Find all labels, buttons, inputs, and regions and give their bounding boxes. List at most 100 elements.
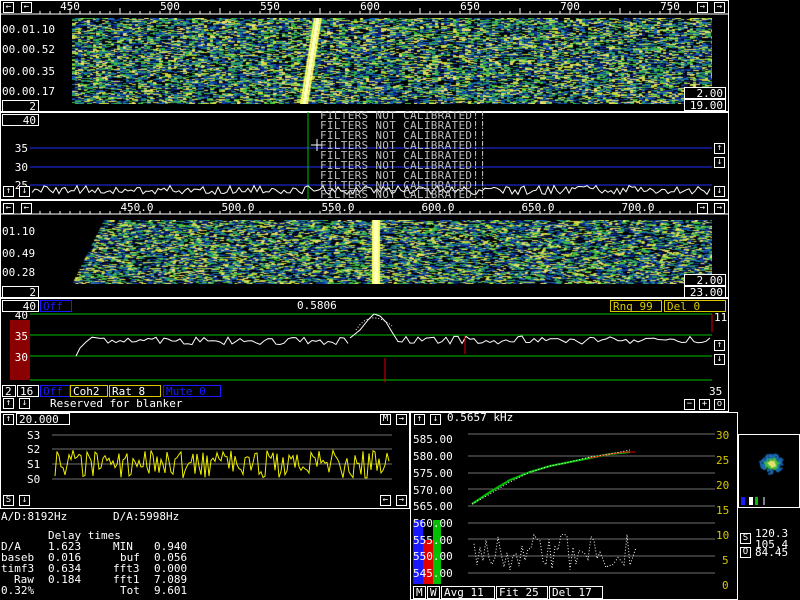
wf2-tick-label: 450.0: [120, 201, 154, 214]
bb-range-box[interactable]: Rng 99: [610, 300, 662, 312]
pol-s-value: 120.3: [755, 527, 789, 540]
wf2-time-label: 00.49: [2, 247, 36, 260]
wf2-time-label: 00.28: [2, 266, 36, 279]
bb-plus-button[interactable]: +: [699, 399, 710, 410]
afc-w-button[interactable]: W: [427, 586, 440, 599]
afc-m-button[interactable]: M: [413, 586, 426, 599]
bb-coh-off-toggle[interactable]: Off: [40, 385, 70, 397]
spec1-bl-down-button[interactable]: ↓: [19, 186, 30, 197]
afc-down-button[interactable]: ↓: [430, 414, 441, 425]
frequency-fit: [471, 451, 631, 505]
wf2-zero-box[interactable]: 23.00: [684, 286, 726, 298]
bb-delay-box[interactable]: Del 0: [664, 300, 726, 312]
level-bar: [423, 540, 433, 584]
wf1-scale-ticks: [0, 8, 729, 15]
wf1-tick-label: 700: [560, 0, 580, 13]
color-segment: [755, 497, 758, 505]
waterfall-2-frame: [0, 200, 729, 298]
smeter-m-button[interactable]: M: [380, 414, 391, 425]
smeter-up-button[interactable]: ↑: [3, 414, 14, 425]
wf1-pan-left-button[interactable]: ←: [21, 2, 32, 13]
smeter-s-label: S0: [27, 473, 41, 486]
spectrum-1-plot[interactable]: [0, 112, 729, 200]
polarization-display[interactable]: [739, 435, 799, 495]
bb-box-a[interactable]: 2: [2, 385, 16, 397]
waterfall-2-display[interactable]: [72, 220, 712, 284]
wf1-tick-label: 550: [260, 0, 280, 13]
spectrum-1-frame: [0, 112, 729, 200]
spec1-top-box[interactable]: 40: [2, 114, 39, 126]
spec1-y-label: 30: [14, 161, 28, 174]
wf1-scroll-left-button[interactable]: ←: [3, 2, 14, 13]
smeter-right-button[interactable]: →: [396, 414, 407, 425]
afc-right-label: 25: [716, 454, 730, 467]
bb-y-label: 35: [14, 330, 28, 343]
smeter-down-button[interactable]: ↓: [19, 495, 30, 506]
afc-del-box[interactable]: Del 17: [549, 586, 603, 599]
wf2-tick-label: 550.0: [321, 201, 355, 214]
bb-mute-box[interactable]: Mute 0: [163, 385, 221, 397]
afc-left-label: 550.00: [413, 550, 453, 563]
afc-right-label: 10: [716, 529, 730, 542]
wf1-gain-box[interactable]: 2.00: [684, 87, 726, 99]
afc-fit-box[interactable]: Fit 25: [496, 586, 548, 599]
bb-box-b[interactable]: 16: [17, 385, 39, 397]
afc-up-button[interactable]: ↑: [414, 414, 425, 425]
bb-rat-box[interactable]: Rat 8: [109, 385, 161, 397]
waterfall-1-display[interactable]: [72, 18, 712, 104]
pol-o-button[interactable]: O: [740, 547, 751, 558]
bb-minus-button[interactable]: −: [684, 399, 695, 410]
afc-left-label: 575.00: [413, 467, 453, 480]
bb-off-toggle[interactable]: Off: [40, 300, 72, 312]
waterfall-1-frame: [0, 0, 729, 112]
frequency-points: [471, 449, 631, 505]
afc-avg-box[interactable]: Avg 11: [441, 586, 495, 599]
delay-cell: 1.623: [48, 540, 82, 553]
polarization-color-bar: [739, 497, 799, 505]
spec1-left-button[interactable]: ↓: [714, 186, 725, 197]
wf1-zero-box[interactable]: 19.00: [684, 99, 726, 111]
afc-left-label: 565.00: [413, 500, 453, 513]
delay-cell: timf3: [1, 562, 35, 575]
wf1-pan-right-button[interactable]: →: [697, 2, 708, 13]
spec1-y-label: 35: [14, 142, 28, 155]
spec1-down-button[interactable]: ↓: [714, 157, 725, 168]
amplitude-points: [473, 533, 637, 570]
spec1-bl-up-button[interactable]: ↑: [3, 186, 14, 197]
level-bar: [413, 520, 423, 584]
wf1-avg-box[interactable]: 2: [2, 100, 39, 112]
smeter-value-box[interactable]: 20.000: [16, 413, 70, 425]
delay-cell: 0.184: [48, 573, 82, 586]
delay-cell: 0.000: [154, 562, 188, 575]
pol-o-value: 84.45: [755, 546, 789, 559]
smeter-left-button[interactable]: ←: [380, 495, 391, 506]
smeter-right2-button[interactable]: →: [396, 495, 407, 506]
level-bar: [10, 320, 30, 380]
bb-coh-box[interactable]: Coh2: [70, 385, 108, 397]
bb-top-box[interactable]: 40: [2, 300, 39, 312]
delay-cell: baseb: [1, 551, 35, 564]
s-meter-trace: [52, 434, 392, 480]
wf2-time-label: 01.10: [2, 225, 36, 238]
wf1-scroll-right-button[interactable]: →: [714, 2, 725, 13]
wf2-gain-box[interactable]: 2.00: [684, 274, 726, 286]
filters-warning: FILTERS NOT CALIBRATED!!: [320, 169, 487, 182]
pol-s-button[interactable]: S: [740, 533, 751, 544]
delay-cell: 0.940: [154, 540, 188, 553]
bb-down-button[interactable]: ↓: [714, 354, 725, 365]
bb-bl-down-button[interactable]: ↓: [19, 398, 30, 409]
smeter-s-label: S3: [27, 429, 41, 442]
delay-cell: 0.056: [154, 551, 188, 564]
baseband-spectrum-plot[interactable]: [0, 298, 729, 412]
ad-rate-label: A/D:8192Hz: [1, 510, 68, 523]
bb-y-label: 30: [14, 351, 28, 364]
bb-o-button[interactable]: o: [714, 399, 725, 410]
spec1-up-button[interactable]: ↑: [714, 143, 725, 154]
bb-bl-up-button[interactable]: ↑: [3, 398, 14, 409]
spectrum-trace: [349, 313, 711, 345]
wf2-avg-box[interactable]: 2: [2, 286, 39, 298]
color-segment: [749, 497, 753, 505]
smeter-s-button[interactable]: S: [3, 495, 14, 506]
afc-plot[interactable]: [410, 412, 738, 600]
bb-up-button[interactable]: ↑: [714, 340, 725, 351]
